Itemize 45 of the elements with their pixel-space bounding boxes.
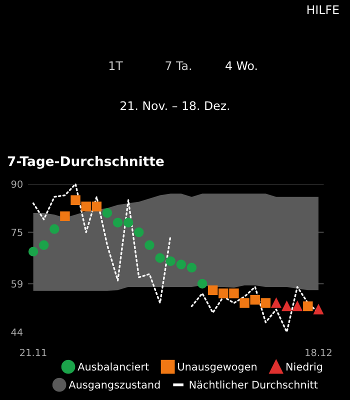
chart-title: 7-Tage-Durchschnitte — [8, 156, 164, 169]
point — [292, 301, 302, 312]
point — [112, 218, 123, 228]
point — [260, 298, 271, 308]
y-tick-label: 59 — [12, 280, 22, 288]
point — [38, 240, 49, 250]
point — [303, 301, 313, 312]
point — [123, 218, 134, 228]
chart-subtitle: 21. Nov. – 18. Dez. — [120, 101, 230, 110]
text: 7 Ta. — [166, 61, 191, 70]
point — [186, 262, 197, 273]
point — [92, 202, 102, 212]
point — [240, 298, 250, 308]
text: 4 Wo. — [226, 61, 257, 70]
point — [166, 256, 176, 266]
y-tick-label: 44 — [11, 328, 23, 336]
point — [176, 260, 186, 270]
point — [144, 240, 154, 250]
x-tick-label: 18.12 — [306, 348, 332, 356]
point — [229, 288, 239, 298]
point — [271, 298, 282, 308]
point — [314, 304, 324, 314]
point — [155, 253, 165, 263]
legend-label: Ausbalanciert — [78, 362, 149, 371]
point — [60, 211, 70, 222]
point — [197, 278, 208, 289]
text: HILFE — [307, 5, 339, 14]
point — [218, 288, 228, 298]
text: 1T — [109, 61, 123, 70]
y-tick-label: 75 — [12, 228, 22, 236]
point — [70, 195, 80, 205]
legend-label: Ausgangszustand — [68, 380, 160, 391]
x-tick-label: 21.11 — [20, 348, 46, 356]
y-tick-label: 90 — [11, 180, 22, 188]
point — [208, 285, 218, 296]
point — [282, 301, 292, 312]
legend-label: Unausgewogen — [178, 362, 256, 373]
point — [134, 227, 144, 238]
point — [81, 202, 91, 212]
point — [102, 208, 112, 218]
point — [250, 294, 260, 305]
point — [50, 224, 60, 234]
legend-label: Niedrig — [286, 362, 322, 373]
legend-label: Nächtlicher Durchschnitt — [190, 380, 318, 389]
point — [28, 246, 38, 256]
